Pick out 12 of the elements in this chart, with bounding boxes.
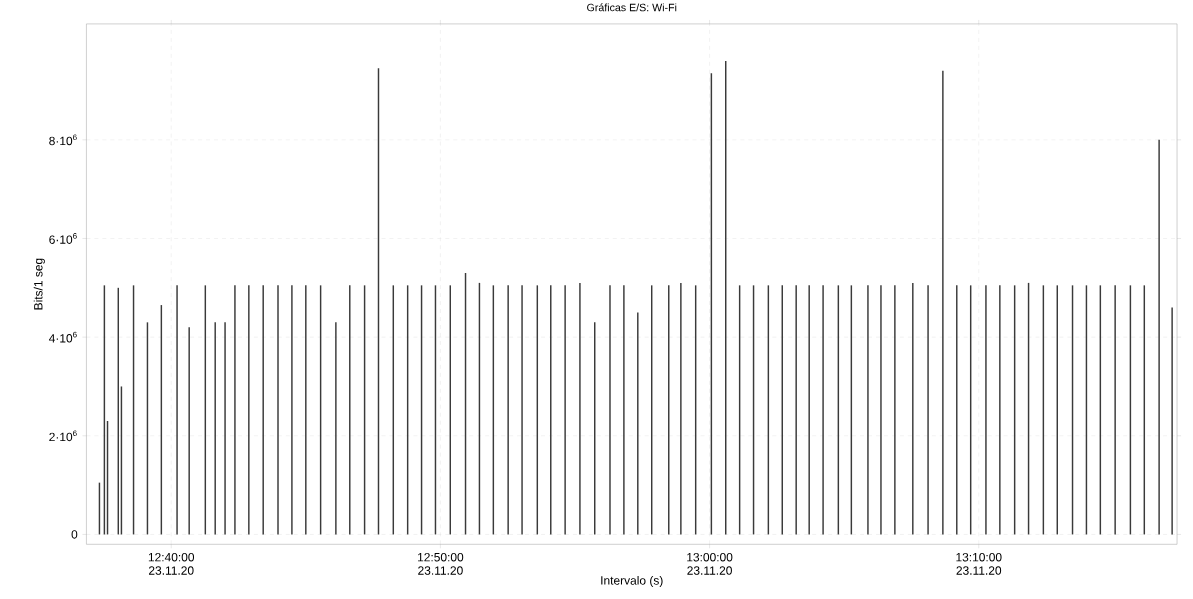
x-tick-label: 13:10:00 23.11.20 [956,552,1002,575]
y-tick-label: 6·10$^{6}$ [49,233,77,244]
chart-title: Gráficas E/S: Wi-Fi [587,3,677,12]
y-tick-label: 8·10$^{6}$ [49,134,77,146]
y-tick-label: 0 [71,530,78,539]
x-tick-label: 13:00:00 23.11.20 [687,552,733,575]
x-tick-label: 12:40:00 23.11.20 [148,552,195,575]
x-tick-label: 12:50:00 23.11.20 [418,552,464,575]
y-tick-label: 2·10$^{6}$ [49,430,77,442]
x-axis-title: Intervalo (s) [601,575,663,587]
y-axis-title: Bits/1 seg [33,258,45,310]
y-tick-label: 4·10$^{6}$ [48,331,77,343]
